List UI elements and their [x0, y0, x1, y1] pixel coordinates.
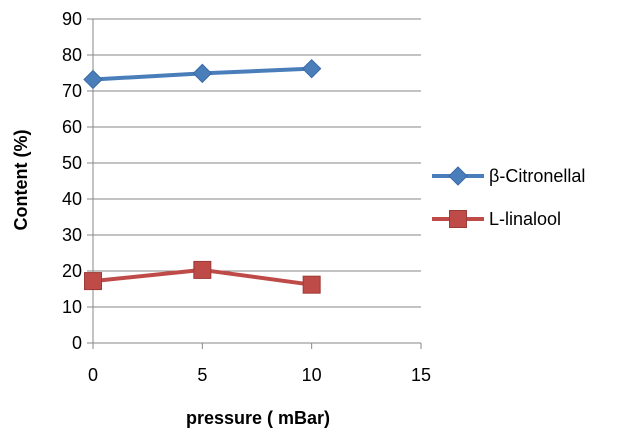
y-tick-label: 10	[62, 297, 82, 317]
y-tick-label: 40	[62, 189, 82, 209]
y-tick-label: 80	[62, 45, 82, 65]
legend: β-Citronellal L-linalool	[432, 166, 585, 229]
x-tick-label: 15	[411, 365, 431, 385]
x-axis-title: pressure ( mBar)	[186, 408, 330, 428]
data-point-linalool-1	[193, 260, 212, 279]
data-point-citronellal-1	[192, 63, 213, 84]
y-tick-labels: 0 10 20 30 40 50 60 70 80 90	[62, 9, 82, 353]
data-point-linalool-2	[302, 275, 321, 294]
axes	[87, 18, 422, 349]
y-tick-label: 20	[62, 261, 82, 281]
legend-label-citronellal: β-Citronellal	[489, 166, 585, 186]
series-lines	[83, 58, 322, 294]
x-tick-label: 5	[197, 365, 207, 385]
legend-label-linalool: L-linalool	[489, 209, 561, 229]
data-point-citronellal-0	[83, 69, 103, 90]
y-tick-label: 30	[62, 225, 82, 245]
x-tick-label: 10	[302, 365, 322, 385]
y-tick-label: 50	[62, 153, 82, 173]
y-tick-label: 70	[62, 81, 82, 101]
x-tick-label: 0	[88, 365, 98, 385]
x-tick-labels: 0 5 10 15	[88, 365, 431, 385]
data-point-linalool-0	[84, 272, 102, 291]
gridlines	[93, 18, 421, 308]
legend-marker-citronellal	[448, 166, 468, 186]
y-tick-label: 90	[62, 9, 82, 29]
y-tick-label: 60	[62, 117, 82, 137]
legend-marker-linalool	[449, 210, 467, 228]
y-tick-label: 0	[72, 333, 82, 353]
data-point-citronellal-2	[301, 58, 322, 79]
y-axis-title: Content (%)	[11, 130, 31, 231]
